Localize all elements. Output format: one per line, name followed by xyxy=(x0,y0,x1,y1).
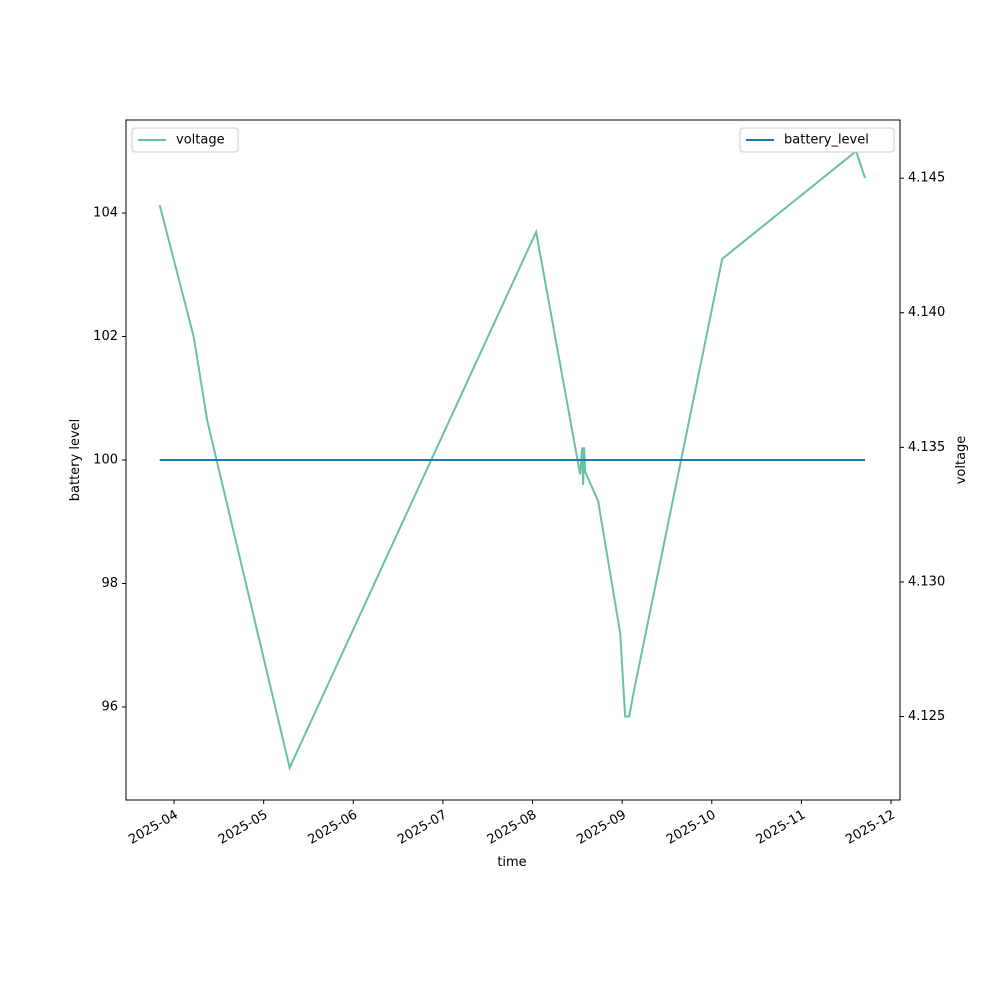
legend-label: battery_level xyxy=(784,133,869,148)
y2-tick-label: 4.125 xyxy=(908,709,945,724)
y2-tick-label: 4.135 xyxy=(908,440,945,455)
x-tick-label: 2025-12 xyxy=(843,808,898,848)
y2-axis-label: voltage xyxy=(954,436,969,485)
y-tick-label: 98 xyxy=(101,576,118,591)
y-tick-label: 100 xyxy=(93,453,118,468)
y-tick-label: 96 xyxy=(101,700,118,715)
x-tick-label: 2025-06 xyxy=(305,808,360,848)
x-tick-label: 2025-11 xyxy=(754,808,809,848)
x-axis-label: time xyxy=(497,855,526,870)
x-tick-label: 2025-09 xyxy=(574,808,629,848)
legend-label: voltage xyxy=(176,133,225,148)
y-axis-label: battery level xyxy=(68,419,83,502)
y2-tick-label: 4.145 xyxy=(908,171,945,186)
legend-box xyxy=(739,127,895,153)
x-tick-label: 2025-10 xyxy=(664,808,719,848)
y-tick-label: 102 xyxy=(93,329,118,344)
x-tick-label: 2025-05 xyxy=(216,808,271,848)
x-tick-label: 2025-08 xyxy=(485,808,540,848)
y2-tick-label: 4.130 xyxy=(908,574,945,589)
legend-box xyxy=(131,127,239,153)
y2-tick-label: 4.140 xyxy=(908,305,945,320)
x-tick-label: 2025-07 xyxy=(395,808,450,848)
x-tick-label: 2025-04 xyxy=(126,808,181,848)
y-tick-label: 104 xyxy=(93,205,118,220)
